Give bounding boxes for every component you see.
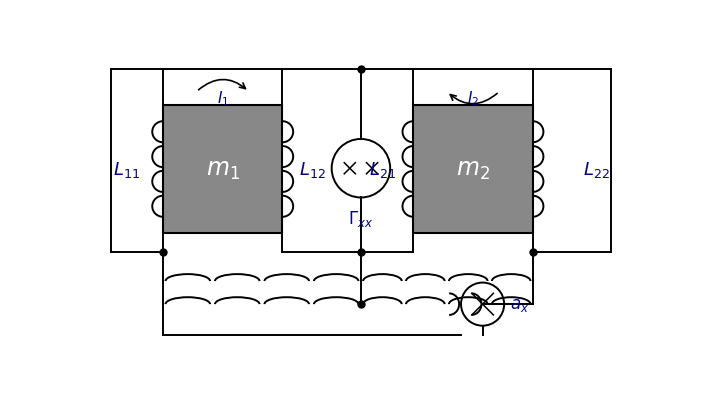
- Text: $I_2$: $I_2$: [467, 89, 479, 108]
- Text: $m_2$: $m_2$: [456, 158, 490, 181]
- Bar: [413, 106, 533, 233]
- Text: $L_{22}$: $L_{22}$: [583, 160, 610, 179]
- Text: $L_{12}$: $L_{12}$: [300, 160, 326, 179]
- Text: $L_{21}$: $L_{21}$: [369, 160, 396, 179]
- Text: $L_{11}$: $L_{11}$: [113, 160, 140, 179]
- Text: $m_1$: $m_1$: [206, 158, 240, 181]
- Text: $I_1$: $I_1$: [216, 89, 229, 108]
- Bar: [163, 106, 283, 233]
- Text: $\Gamma_{xx}$: $\Gamma_{xx}$: [348, 209, 374, 229]
- Text: $a_x$: $a_x$: [510, 295, 529, 313]
